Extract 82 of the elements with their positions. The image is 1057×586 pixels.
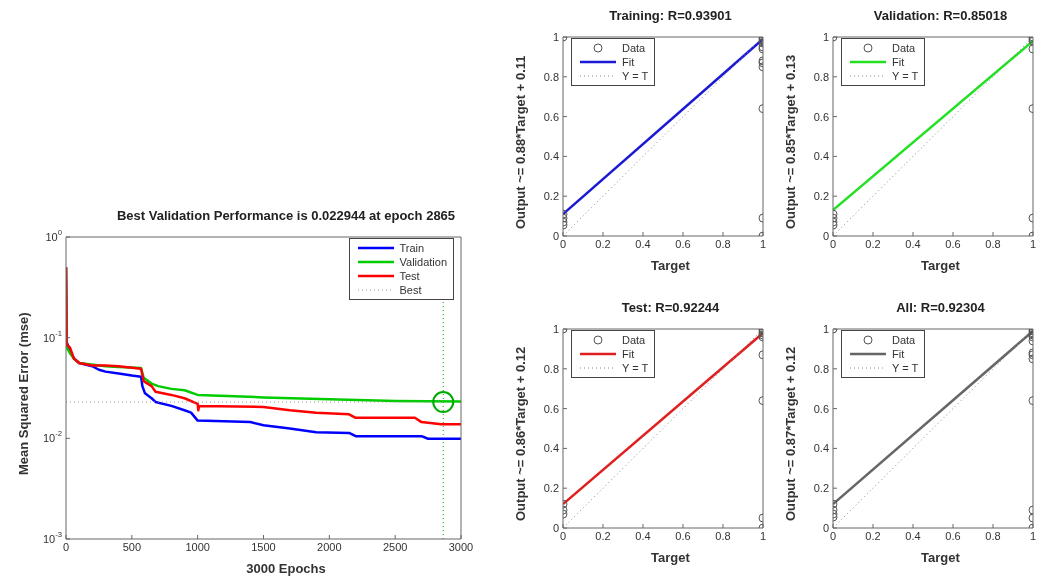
legend-label: Y = T xyxy=(892,361,919,375)
chart-title: Training: R=0.93901 xyxy=(608,8,733,25)
legend-label: Y = T xyxy=(622,361,649,375)
chart-title: All: R=0.92304 xyxy=(895,300,986,317)
x-tick-label: 0.2 xyxy=(595,529,611,542)
y-tick-label: 0.4 xyxy=(813,150,829,163)
legend-label: Data xyxy=(622,333,646,347)
y-tick-label: 0.2 xyxy=(813,482,829,495)
x-tick-label: 1 xyxy=(759,237,767,250)
y-tick-label: 1 xyxy=(822,323,829,335)
x-axis-title: Target xyxy=(650,550,691,565)
x-tick-label: 0.4 xyxy=(905,237,921,250)
y-axis-title: Output ~= 0.88*Target + 0.11 xyxy=(513,54,529,231)
legend-label: Train xyxy=(399,241,425,255)
x-tick-label: 1000 xyxy=(185,540,210,553)
y-tick-label: 0.2 xyxy=(813,190,829,203)
y-tick-label: 0.6 xyxy=(813,110,829,123)
legend-label: Fit xyxy=(622,55,635,69)
x-tick-label: 0.2 xyxy=(865,529,881,542)
y-tick-label: 0.8 xyxy=(813,362,829,375)
x-tick-label: 0.4 xyxy=(635,237,651,250)
y-tick-label: 10$^{-2}$ xyxy=(42,429,62,445)
x-axis-title: 3000 Epochs xyxy=(245,561,327,576)
y-tick-label: 0.4 xyxy=(543,442,559,455)
x-tick-label: 0.8 xyxy=(985,237,1001,250)
y-tick-label: 0.8 xyxy=(543,362,559,375)
x-tick-label: 0.4 xyxy=(635,529,651,542)
x-tick-label: 0.2 xyxy=(595,237,611,250)
x-tick-label: 0.8 xyxy=(985,529,1001,542)
x-tick-label: 0.6 xyxy=(945,529,961,542)
x-axis-title: Target xyxy=(920,258,961,273)
legend-label: Test xyxy=(399,269,420,283)
x-axis-title: Target xyxy=(650,258,691,273)
y-tick-label: 0.6 xyxy=(813,402,829,415)
x-tick-label: 3000 xyxy=(448,540,474,553)
chart-title: Validation: R=0.85018 xyxy=(872,8,1009,25)
x-tick-label: 0.4 xyxy=(905,529,921,542)
legend-label: Fit xyxy=(892,347,905,361)
legend-label: Y = T xyxy=(622,69,649,83)
x-tick-label: 1 xyxy=(1029,237,1037,250)
x-tick-label: 1500 xyxy=(251,540,276,553)
y-tick-label: 1 xyxy=(552,323,559,335)
legend-label: Y = T xyxy=(892,69,919,83)
y-tick-label: 0.8 xyxy=(813,70,829,83)
x-tick-label: 0.6 xyxy=(945,237,961,250)
legend-label: Data xyxy=(622,41,646,55)
x-axis-title: Target xyxy=(920,550,961,565)
x-tick-label: 0.2 xyxy=(865,237,881,250)
y-tick-label: 0.2 xyxy=(543,190,559,203)
chart-title: Best Validation Performance is 0.022944 at epoch 2865 xyxy=(115,208,457,225)
x-tick-label: 1 xyxy=(1029,529,1037,542)
legend-label: Fit xyxy=(622,347,635,361)
legend-label: Validation xyxy=(399,255,447,269)
x-tick-label: 0.6 xyxy=(675,529,691,542)
x-tick-label: 0.6 xyxy=(675,237,691,250)
y-axis-title: Output ~= 0.85*Target + 0.13 xyxy=(783,53,799,232)
legend-label: Data xyxy=(892,41,916,55)
y-tick-label: 10$^{0}$ xyxy=(45,228,62,243)
y-axis-title: Output ~= 0.87*Target + 0.12 xyxy=(783,345,799,524)
x-tick-label: 1 xyxy=(759,529,767,542)
x-tick-label: 2500 xyxy=(382,540,408,553)
x-tick-label: 0.8 xyxy=(715,237,731,250)
y-tick-label: 0.4 xyxy=(813,442,829,455)
legend-label: Data xyxy=(892,333,916,347)
y-tick-label: 0.6 xyxy=(543,110,559,123)
y-tick-label: 10$^{-3}$ xyxy=(42,530,62,545)
y-tick-label: 0.2 xyxy=(543,482,559,495)
x-tick-label: 500 xyxy=(122,540,142,553)
legend-label: Best xyxy=(399,283,422,297)
x-tick-label: 0 xyxy=(62,540,70,553)
chart-title: Test: R=0.92244 xyxy=(620,300,721,317)
legend-label: Fit xyxy=(892,55,905,69)
y-tick-label: 0.8 xyxy=(543,70,559,83)
y-tick-label: 0.4 xyxy=(543,150,559,163)
y-tick-label: 0.6 xyxy=(543,402,559,415)
y-tick-label: 1 xyxy=(822,31,829,43)
y-axis-title: Output ~= 0.86*Target + 0.12 xyxy=(513,345,529,524)
y-axis-title: Mean Squared Error (mse) xyxy=(16,311,32,477)
y-tick-label: 1 xyxy=(552,31,559,43)
x-tick-label: 2000 xyxy=(317,540,342,553)
x-tick-label: 0.8 xyxy=(715,529,731,542)
y-tick-label: 10$^{-1}$ xyxy=(42,328,62,344)
